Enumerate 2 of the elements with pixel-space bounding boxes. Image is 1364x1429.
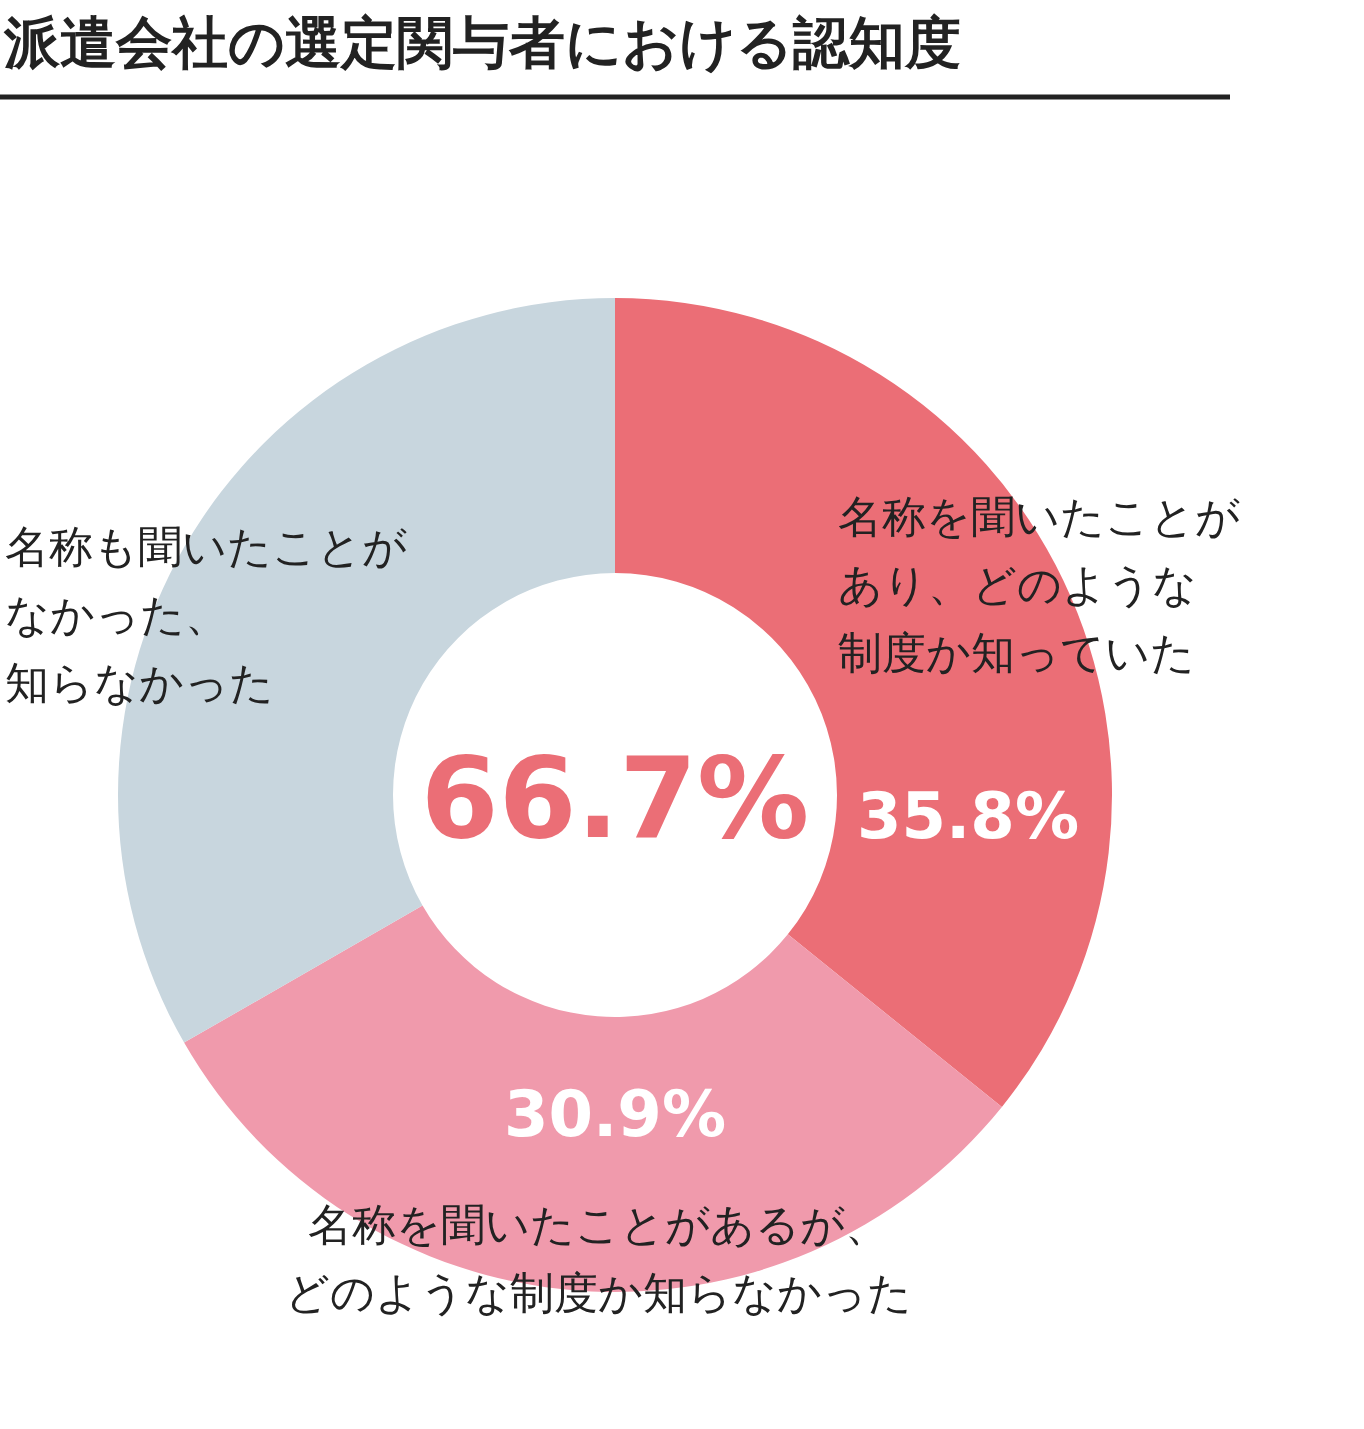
annotation: 66.7% [420, 733, 810, 863]
title: 派遣会社の選定関与者における認知度 [4, 10, 961, 75]
